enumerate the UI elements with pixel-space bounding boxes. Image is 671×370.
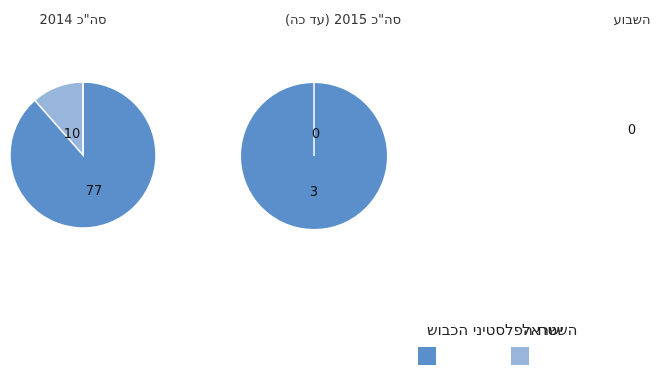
legend-label-israel: ישראל (522, 321, 563, 339)
pie-2015: 30 (241, 83, 387, 229)
chart-title-2014: סה"כ 2014 (39, 13, 106, 28)
legend-swatch-israel (511, 347, 529, 365)
value-label-israel: 10 (64, 127, 81, 142)
legend-label-opt: השטח הפלסטיני הכבוש (427, 321, 577, 339)
chart-title-2015: סה"כ 2015 (עד כה) (285, 13, 401, 28)
value-label-opt: 77 (86, 184, 103, 199)
value-label-opt: 3 (310, 185, 318, 200)
value-label-israel: 0 (312, 127, 320, 142)
legend-swatch-opt (418, 347, 436, 365)
chart-title-week: השבוע (614, 13, 651, 28)
value-label-week: 0 (628, 123, 636, 138)
pie-2014: 77 10 (9, 81, 157, 229)
